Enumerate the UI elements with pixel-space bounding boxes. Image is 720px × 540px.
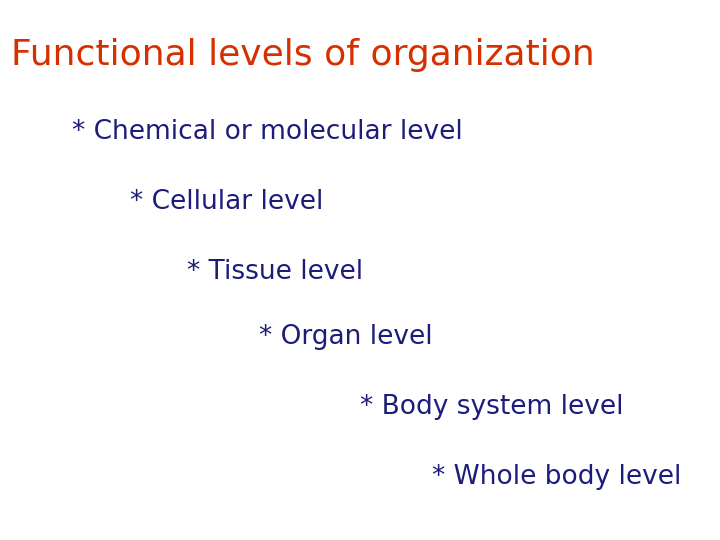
Text: Functional levels of organization: Functional levels of organization: [11, 38, 595, 72]
Text: * Whole body level: * Whole body level: [432, 464, 681, 490]
Text: * Tissue level: * Tissue level: [187, 259, 364, 285]
Text: * Body system level: * Body system level: [360, 394, 624, 420]
Text: * Chemical or molecular level: * Chemical or molecular level: [72, 119, 463, 145]
Text: * Cellular level: * Cellular level: [130, 189, 323, 215]
Text: * Organ level: * Organ level: [259, 324, 433, 350]
